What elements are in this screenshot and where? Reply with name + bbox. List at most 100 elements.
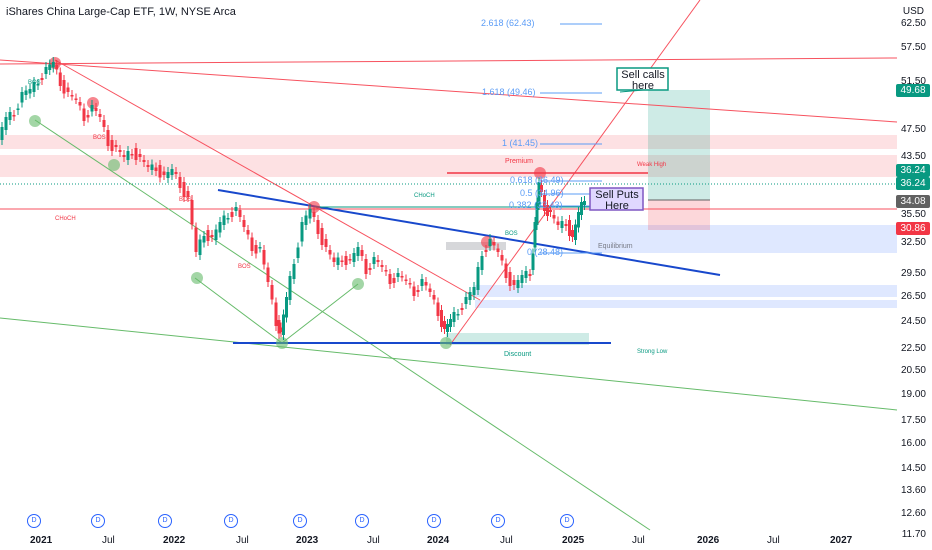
candle-body <box>94 108 98 111</box>
candle-body <box>324 239 328 247</box>
y-tick-label: 62.50 <box>900 18 926 29</box>
candle-body <box>328 250 332 255</box>
candle-body <box>508 272 512 286</box>
y-tick-label: 51.50 <box>900 76 926 87</box>
candle-body <box>340 260 344 262</box>
candle-body <box>126 151 130 160</box>
candle-body <box>285 297 288 318</box>
candle-body <box>443 321 446 329</box>
candle-body <box>484 250 488 252</box>
y-tick-label: 16.00 <box>900 438 926 449</box>
candle-body <box>62 80 66 94</box>
candle-body <box>476 267 480 290</box>
candle-body <box>560 221 564 228</box>
y-tick-label: 20.50 <box>900 365 926 376</box>
candle-body <box>178 177 182 188</box>
bos-label: BOS <box>93 135 106 141</box>
candle-body <box>520 275 524 283</box>
candle-body <box>396 273 400 277</box>
candle-body <box>210 235 214 237</box>
candle-body <box>90 105 94 112</box>
dividend-marker-icon[interactable]: D <box>355 514 369 528</box>
candle-body <box>28 89 32 94</box>
x-tick-label: 2026 <box>697 535 720 546</box>
x-tick-label: 2025 <box>562 535 585 546</box>
candle-body <box>449 319 452 327</box>
candle-body <box>36 84 40 86</box>
candle-body <box>304 215 308 225</box>
bos-label: BOS <box>28 80 41 86</box>
candle-body <box>292 264 296 279</box>
fib-level-label: 1.618 (49.46) <box>482 87 536 97</box>
candle-body <box>336 257 340 265</box>
dividend-marker-icon[interactable]: D <box>91 514 105 528</box>
candle-body <box>182 182 186 197</box>
candle-body <box>66 87 70 92</box>
candle-body <box>404 279 408 281</box>
bos-label: BOS <box>505 231 518 237</box>
x-tick-label: Jul <box>500 535 513 546</box>
candle-body <box>254 245 258 254</box>
candle-body <box>48 64 52 70</box>
premium-zone <box>0 155 897 177</box>
candle-body <box>549 210 552 212</box>
candle-body <box>230 212 234 217</box>
dividend-marker-icon[interactable]: D <box>27 514 41 528</box>
demand-zone <box>590 225 897 253</box>
candle-body <box>416 290 420 292</box>
dividend-marker-icon[interactable]: D <box>491 514 505 528</box>
fib-level-label: 0.5 (34.96) <box>520 188 564 198</box>
dividend-marker-icon[interactable]: D <box>293 514 307 528</box>
y-tick-label: 17.50 <box>900 415 926 426</box>
dividend-marker-icon[interactable]: D <box>224 514 238 528</box>
candle-body <box>535 202 539 225</box>
candle-body <box>70 95 74 97</box>
x-tick-label: 2023 <box>296 535 319 546</box>
y-tick-label: 13.60 <box>900 485 926 496</box>
price-badge: 36.24 <box>896 164 930 177</box>
y-tick-label: 12.60 <box>900 508 926 519</box>
dividend-marker-icon[interactable]: D <box>158 514 172 528</box>
candle-body <box>282 314 285 335</box>
candle-body <box>146 165 150 167</box>
dividend-marker-icon[interactable]: D <box>560 514 574 528</box>
sell-puts-box <box>589 187 644 211</box>
candle-body <box>277 320 281 334</box>
y-tick-label: 11.70 <box>901 529 926 540</box>
candle-body <box>4 117 8 130</box>
candle-body <box>166 172 170 178</box>
bos-label: BOS <box>179 197 192 203</box>
chart-title: iShares China Large-Cap ETF, 1W, NYSE Ar… <box>6 6 236 18</box>
candle-body <box>512 280 516 285</box>
candle-body <box>504 263 508 278</box>
candle-body <box>130 154 134 156</box>
candle-body <box>246 230 250 235</box>
candle-body <box>428 288 432 292</box>
candle-body <box>368 268 372 270</box>
candle-body <box>424 282 428 286</box>
candle-body <box>0 127 4 140</box>
candle-body <box>190 200 194 225</box>
candle-body <box>364 259 368 274</box>
candle-body <box>202 236 206 243</box>
candle-body <box>218 222 222 233</box>
candle-body <box>274 302 278 326</box>
candle-body <box>138 154 142 157</box>
candle-body <box>312 212 316 217</box>
candle-body <box>308 209 312 219</box>
candle-body <box>420 279 424 286</box>
stop-zone <box>648 200 710 230</box>
fib-level-label: 1 (41.45) <box>502 138 539 148</box>
dividend-marker-icon[interactable]: D <box>427 514 441 528</box>
choch-label: CHoCH <box>414 193 435 199</box>
candle-body <box>270 285 274 300</box>
candle-body <box>531 253 535 270</box>
candle-body <box>186 191 190 197</box>
strong-low-label: Strong Low <box>637 349 668 355</box>
candle-body <box>537 182 541 205</box>
y-tick-label: 26.50 <box>900 291 926 302</box>
candle-body <box>348 259 352 261</box>
candle-body <box>266 267 270 282</box>
candle-body <box>110 140 114 151</box>
